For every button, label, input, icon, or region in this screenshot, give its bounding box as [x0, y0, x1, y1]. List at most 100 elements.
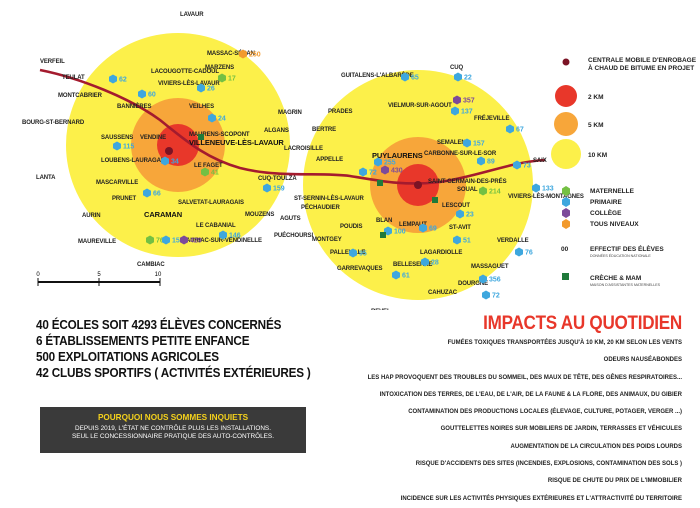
place-label-revel: REVEL [371, 309, 391, 310]
impact-item: CONTAMINATION DES PRODUCTIONS LOCALES (É… [408, 409, 682, 416]
school-marker-primaire [456, 209, 464, 219]
school-marker-primaire [392, 270, 400, 280]
school-marker-tous_niveaux [239, 49, 247, 59]
school-count: 60 [148, 92, 156, 99]
school-count: 89 [487, 159, 495, 166]
impact-item: INTOXICATION DES TERRES, DE L'EAU, DE L'… [379, 391, 682, 398]
school-marker-primaire [477, 156, 485, 166]
school-count: 23 [466, 212, 474, 219]
school-marker-primaire [161, 156, 169, 166]
school-count: 65 [411, 75, 419, 82]
school-marker-primaire [463, 138, 471, 148]
school-marker-primaire [197, 83, 205, 93]
school-count: 22 [464, 75, 472, 82]
school-marker-maternelle [218, 73, 226, 83]
place-label-vielmur: VIELMUR-SUR-AGOUT [388, 103, 452, 109]
place-label-saix: SAIX [533, 158, 547, 164]
zone-2km-left [157, 124, 199, 166]
concern-line-2: SEUL LE CONCESSIONNAIRE PRATIQUE DES AUT… [72, 433, 274, 440]
place-label-bertre: BERTRE [312, 127, 336, 133]
place-label-cahuzac: CAHUZAC [428, 290, 458, 296]
school-marker-primaire [113, 141, 121, 151]
school-count: 72 [369, 170, 377, 177]
place-label-lempaut: LEMPAUT [399, 222, 427, 228]
place-label-prades: PRADES [328, 109, 353, 115]
place-label-cambiac: CAMBIAC [137, 262, 165, 268]
creche-marker [377, 180, 383, 186]
school-count: 429 [190, 238, 202, 245]
key-figures: 40 ÉCOLES SOIT 4293 ÉLÈVES CONCERNÉS 6 É… [36, 317, 343, 381]
place-label-magrin: MAGRIN [278, 110, 302, 116]
school-marker-primaire [359, 167, 367, 177]
scale-label-10: 10 [155, 272, 162, 278]
impact-item: RISQUE D'ACCIDENTS DES SITES (INCENDIES,… [415, 461, 682, 468]
place-label-massaguet: MASSAGUET [471, 264, 509, 270]
impacts-title: IMPACTS AU QUOTIDIEN [483, 313, 682, 334]
legend-effectif-source: DONNÉES ÉDUCATION NATIONALE [590, 253, 651, 258]
school-count: 26 [207, 86, 215, 93]
place-label-montcabrier: MONTCABRIER [58, 93, 103, 99]
school-marker-college [180, 235, 188, 245]
legend-primaire: PRIMAIRE [590, 199, 622, 206]
road-route [39, 68, 546, 185]
place-label-lecabanial: LE CABANIAL [196, 223, 236, 229]
school-count: 133 [542, 186, 554, 193]
school-marker-primaire [506, 124, 514, 134]
creche-marker [432, 197, 438, 203]
place-label-puylaurens: PUYLAURENS [372, 151, 423, 160]
place-label-lagardiolle: LAGARDIOLLE [420, 250, 462, 256]
place-label-palleville: PALLEVILLE [330, 250, 365, 256]
school-count: 356 [489, 277, 501, 284]
legend-5km: 5 KM [588, 122, 604, 129]
school-marker-primaire [421, 257, 429, 267]
school-count: 154 [172, 238, 184, 245]
impact-item: INCIDENCE SUR LES ACTIVITÉS PHYSIQUES EX… [400, 495, 682, 502]
school-count: 146 [229, 233, 241, 240]
school-count: 255 [384, 160, 396, 167]
legend-creche-sub: MAISON D'ASSISTANTES MATERNELLES [590, 283, 661, 287]
school-count: 157 [473, 141, 485, 148]
left-zone [66, 33, 290, 257]
place-label-caraman: CARAMAN [144, 210, 182, 219]
place-label-lanta: LANTA [36, 175, 56, 181]
legend-2km: 2 KM [588, 94, 604, 101]
place-label-agots: AGUTS [280, 216, 301, 222]
concern-box: POURQUOI NOUS SOMMES INQUIETS DEPUIS 201… [40, 407, 306, 453]
place-label-appelle: APPELLE [316, 157, 343, 163]
place-label-carbonnes: CARBONNE-SUR-LE-SOR [424, 151, 497, 157]
school-count: 41 [211, 170, 219, 177]
school-count: 214 [489, 189, 501, 196]
school-count: 76 [525, 250, 533, 257]
legend-tous: TOUS NIVEAUX [590, 221, 639, 228]
school-marker-primaire [513, 160, 521, 170]
place-label-saussens: SAUSSENS [101, 135, 133, 141]
stat-line: 6 ÉTABLISSEMENTS PETITE ENFANCE [36, 334, 250, 348]
place-label-salvetat: SALVETAT-LAURAGAIS [178, 200, 244, 206]
school-marker-maternelle [201, 167, 209, 177]
school-marker-primaire [479, 274, 487, 284]
school-count: 100 [394, 229, 406, 236]
school-count: 69 [429, 226, 437, 233]
legend-10km-icon [551, 139, 581, 169]
school-marker-primaire [263, 183, 271, 193]
legend-effectif: EFFECTIF DES ÉLÈVES [590, 244, 664, 253]
legend-effectif-symbol: 00 [561, 246, 569, 253]
school-marker-maternelle [146, 235, 154, 245]
school-marker-primaire [219, 230, 227, 240]
school-counts: 250 17 62 26 60 24 115 34 41 66 159 76 154 429 146 65 22… [109, 49, 554, 300]
place-label-marzens: MARZENS [205, 65, 234, 71]
creche-markers [198, 134, 438, 238]
legend-10km: 10 KM [588, 152, 607, 159]
school-marker-primaire [532, 183, 540, 193]
legend-creche: CRÈCHE & MAM [590, 273, 641, 282]
place-label-guitalens: GUITALENS-L'ALBARÈDE [341, 71, 414, 79]
impact-item: RISQUE DE CHUTE DU PRIX DE L'IMMOBILIER [547, 478, 682, 485]
concern-line-1: DEPUIS 2019, L'ÉTAT NE CONTRÔLE PLUS LES… [75, 425, 271, 432]
place-label-puechoursi: PUÉCHOURSI [274, 231, 313, 239]
place-label-massac: MASSAC-SÉRAN [207, 49, 255, 57]
school-count: 24 [218, 116, 226, 123]
concern-text: DEPUIS 2019, L'ÉTAT NE CONTRÔLE PLUS LES… [40, 425, 306, 441]
school-count: 73 [523, 163, 531, 170]
scale-label-0: 0 [36, 272, 40, 278]
legend-primaire-icon [562, 197, 570, 207]
